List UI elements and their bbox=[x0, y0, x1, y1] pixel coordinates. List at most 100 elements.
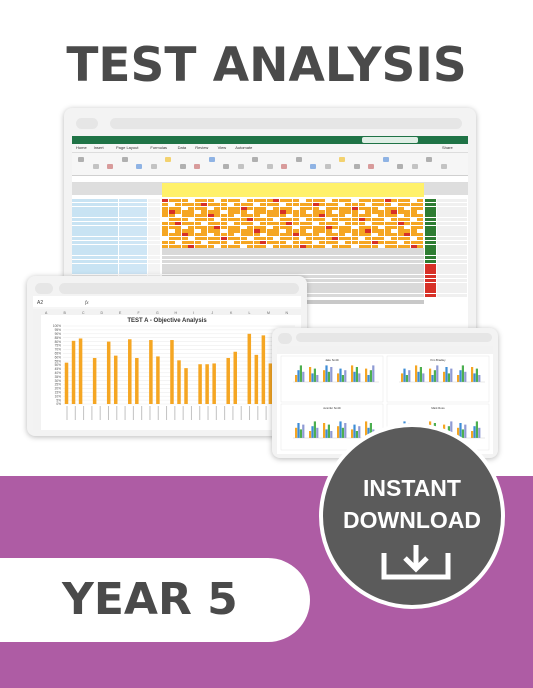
toolbar-icon[interactable] bbox=[382, 157, 389, 162]
heatmap-cell bbox=[279, 229, 286, 233]
heatmap-cell bbox=[371, 206, 378, 210]
heatmap-cell bbox=[175, 244, 182, 248]
ribbon-tab[interactable]: Page Layout bbox=[116, 145, 139, 150]
heatmap-cell bbox=[378, 244, 385, 248]
ribbon-tab[interactable]: View bbox=[217, 145, 227, 150]
heatmap-cell bbox=[286, 202, 293, 206]
toolbar-icon[interactable] bbox=[179, 164, 186, 169]
heatmap-cell bbox=[332, 237, 339, 241]
toolbar-icon[interactable] bbox=[208, 157, 215, 162]
toolbar-icon[interactable] bbox=[150, 164, 157, 169]
total-cell bbox=[425, 278, 436, 282]
heatmap-cell bbox=[201, 240, 208, 244]
heatmap-cell bbox=[175, 233, 182, 237]
toolbar-icon[interactable] bbox=[92, 164, 99, 169]
heatmap-cell bbox=[397, 218, 404, 222]
heatmap-cell bbox=[234, 244, 241, 248]
toolbar-icon[interactable] bbox=[339, 157, 345, 162]
heatmap-cell bbox=[410, 210, 417, 214]
toolbar-icon[interactable] bbox=[266, 164, 273, 169]
toolbar-icon[interactable] bbox=[368, 164, 374, 169]
column-header: G bbox=[156, 311, 159, 315]
bar bbox=[113, 355, 118, 404]
heatmap-cell bbox=[260, 244, 267, 248]
ribbon-tab[interactable]: Automate bbox=[235, 145, 253, 150]
toolbar-icon[interactable] bbox=[237, 164, 244, 169]
toolbar-icon[interactable] bbox=[194, 164, 200, 169]
heatmap-cell bbox=[207, 221, 214, 225]
toolbar-icon[interactable] bbox=[223, 164, 229, 169]
toolbar-icon[interactable] bbox=[121, 157, 128, 162]
ribbon-tab[interactable]: Formulas bbox=[150, 145, 168, 150]
mini-bar bbox=[351, 365, 354, 382]
toolbar-pill bbox=[278, 333, 292, 344]
total-cell bbox=[425, 275, 436, 279]
toolbar-icon[interactable] bbox=[310, 164, 316, 169]
toolbar-icon[interactable] bbox=[165, 157, 171, 162]
heatmap-cell bbox=[384, 221, 391, 225]
heatmap-cell bbox=[220, 237, 227, 241]
heatmap-cell bbox=[194, 237, 201, 241]
heatmap-cell bbox=[345, 218, 352, 222]
heatmap-cell bbox=[168, 202, 175, 206]
total-cell bbox=[437, 237, 467, 241]
heatmap-cell bbox=[168, 214, 175, 218]
heatmap-cell bbox=[404, 214, 411, 218]
ribbon-tab[interactable]: Data bbox=[177, 145, 187, 150]
mini-bar bbox=[403, 368, 406, 382]
heatmap-cell bbox=[188, 244, 195, 248]
heatmap-cell bbox=[312, 218, 319, 222]
heatmap-cell bbox=[194, 225, 201, 229]
column-header: A bbox=[45, 311, 48, 315]
y-tick-label: 100% bbox=[53, 324, 61, 328]
formula-bar[interactable] bbox=[72, 176, 468, 183]
heatmap-cell bbox=[384, 199, 391, 203]
heatmap-cell bbox=[312, 206, 319, 210]
heatmap-cell bbox=[162, 229, 168, 233]
ribbon-tab[interactable]: Home bbox=[76, 145, 87, 150]
heatmap-cell bbox=[162, 237, 168, 241]
toolbar-icon[interactable] bbox=[411, 164, 418, 169]
toolbar-icon[interactable] bbox=[353, 164, 360, 169]
heatmap-cell bbox=[293, 210, 299, 214]
toolbar-icon[interactable] bbox=[397, 164, 403, 169]
mini-bar bbox=[367, 375, 370, 382]
toolbar-icon[interactable] bbox=[426, 157, 432, 162]
heatmap-cell bbox=[207, 225, 214, 229]
ribbon-tab[interactable]: Insert bbox=[93, 145, 104, 150]
toolbar-icon[interactable] bbox=[281, 164, 287, 169]
heatmap-cell bbox=[286, 210, 293, 214]
bar bbox=[184, 368, 188, 404]
toolbar-icon[interactable] bbox=[295, 157, 302, 162]
heatmap-cell bbox=[260, 225, 267, 229]
toolbar-icon[interactable] bbox=[324, 164, 331, 169]
heatmap-cell bbox=[306, 244, 313, 248]
toolbar-icon[interactable] bbox=[107, 164, 113, 169]
heatmap-cell bbox=[312, 244, 319, 248]
heatmap-cell bbox=[253, 206, 260, 210]
heatmap-cell bbox=[378, 237, 385, 241]
mini-bar bbox=[401, 373, 404, 382]
heatmap-cell bbox=[220, 218, 227, 222]
share-button[interactable]: Share bbox=[442, 145, 453, 150]
heatmap-cell bbox=[279, 199, 286, 203]
mini-bar bbox=[311, 373, 314, 382]
score-cell bbox=[119, 259, 147, 263]
heatmap-cell bbox=[234, 237, 241, 241]
heatmap-cell bbox=[220, 214, 227, 218]
toolbar-icon[interactable] bbox=[78, 157, 84, 162]
question-header bbox=[162, 183, 424, 197]
heatmap-cell bbox=[181, 214, 188, 218]
toolbar-icon[interactable] bbox=[440, 164, 447, 169]
heatmap-cell bbox=[194, 240, 201, 244]
heatmap-cell bbox=[181, 210, 188, 214]
fx-label: fx bbox=[85, 301, 89, 306]
heatmap-cell bbox=[325, 225, 332, 229]
heatmap-cell bbox=[293, 214, 299, 218]
toolbar-icon[interactable] bbox=[252, 157, 258, 162]
heatmap-cell bbox=[338, 225, 345, 229]
ribbon-tab[interactable]: Review bbox=[195, 145, 209, 150]
heatmap-cell bbox=[260, 206, 267, 210]
search-input[interactable] bbox=[362, 137, 418, 143]
toolbar-icon[interactable] bbox=[136, 164, 142, 169]
